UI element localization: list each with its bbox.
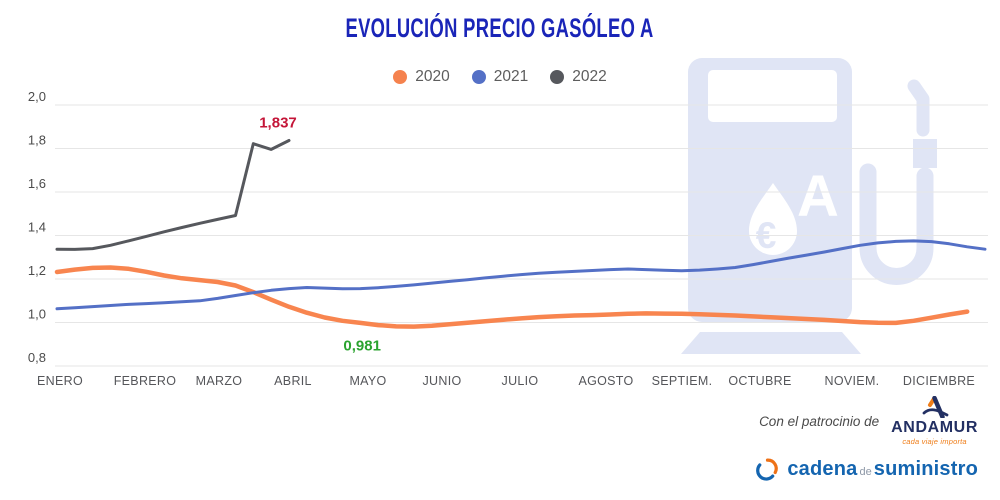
andamur-wordmark: ANDAMUR	[891, 419, 978, 436]
pump-hose	[859, 163, 934, 285]
legend: 2020 2021 2022	[0, 68, 1000, 86]
series-line-2022	[55, 139, 291, 251]
title-container: EVOLUCIÓN PRECIO GASÓLEO A	[0, 13, 1000, 44]
legend-item-2022: 2022	[550, 68, 607, 86]
page-title: EVOLUCIÓN PRECIO GASÓLEO A	[345, 13, 655, 43]
legend-item-2021: 2021	[471, 68, 529, 86]
y-axis-tick-label: 1,4	[28, 220, 46, 235]
x-axis-label: ENERO	[37, 374, 83, 388]
series-line-2020	[54, 265, 970, 329]
y-axis-tick-label: 1,8	[28, 133, 46, 148]
gasoleo-a-letter: A	[797, 164, 839, 229]
x-axis-label: MAYO	[349, 374, 386, 388]
fuel-drop-icon	[749, 183, 797, 255]
pump-base	[681, 332, 861, 354]
pump-screen	[708, 70, 837, 122]
cadena-word-2: de	[859, 465, 872, 478]
legend-label-2021: 2021	[493, 68, 529, 85]
x-axis-label: NOVIEM.	[825, 374, 880, 388]
fuel-pump-watermark-icon: € A	[681, 58, 937, 354]
pump-nozzle	[907, 79, 930, 137]
x-axis-label: AGOSTO	[578, 374, 633, 388]
y-axis-tick-label: 1,0	[28, 307, 46, 322]
y-axis-tick-label: 1,6	[28, 176, 46, 191]
sponsor-block: Con el patrocinio de ANDAMUR cada viaje …	[759, 396, 978, 446]
cadena-wordmark: cadena de suministro	[787, 459, 978, 479]
x-axis-label: JULIO	[502, 374, 539, 388]
price-evolution-chart: € A 2,0 1,8 1,6 1,4 1,2 1,0 0,8 ENERO FEBRERO MAR…	[28, 58, 988, 388]
x-axis-label: JUNIO	[423, 374, 462, 388]
cadena-word-1: cadena	[787, 457, 858, 480]
series-line-2021	[55, 239, 987, 311]
hose-coupler	[913, 139, 937, 168]
x-axis-label: ABRIL	[274, 374, 312, 388]
annotation-2020: 0,981	[343, 338, 381, 355]
legend-dot-2022-icon	[550, 70, 565, 84]
cadena-word-3: suministro	[873, 457, 978, 480]
legend-dot-2021-icon	[471, 70, 486, 84]
cadena-de-suministro-logo: cadena de suministro	[755, 456, 978, 481]
legend-label-2020: 2020	[415, 68, 450, 85]
y-axis-tick-label: 1,2	[28, 263, 46, 278]
x-axis-label: SEPTIEM.	[652, 374, 713, 388]
x-axis-label: OCTUBRE	[728, 374, 791, 388]
legend-item-2020: 2020	[393, 68, 450, 86]
andamur-a-icon	[922, 396, 948, 418]
legend-label-2022: 2022	[572, 68, 607, 85]
y-axis-tick-label: 0,8	[28, 350, 46, 365]
andamur-tagline: cada viaje importa	[902, 437, 967, 446]
annotation-2022: 1,837	[259, 115, 297, 132]
x-axis-label: FEBRERO	[114, 374, 177, 388]
cadena-cycle-icon	[756, 458, 779, 481]
y-axis-tick-label: 2,0	[28, 89, 46, 104]
legend-dot-2020-icon	[393, 70, 408, 84]
x-axis-label: DICIEMBRE	[903, 374, 975, 388]
x-axis-label: MARZO	[196, 374, 243, 388]
sponsor-text: Con el patrocinio de	[759, 414, 880, 429]
andamur-logo: ANDAMUR cada viaje importa	[891, 396, 978, 446]
